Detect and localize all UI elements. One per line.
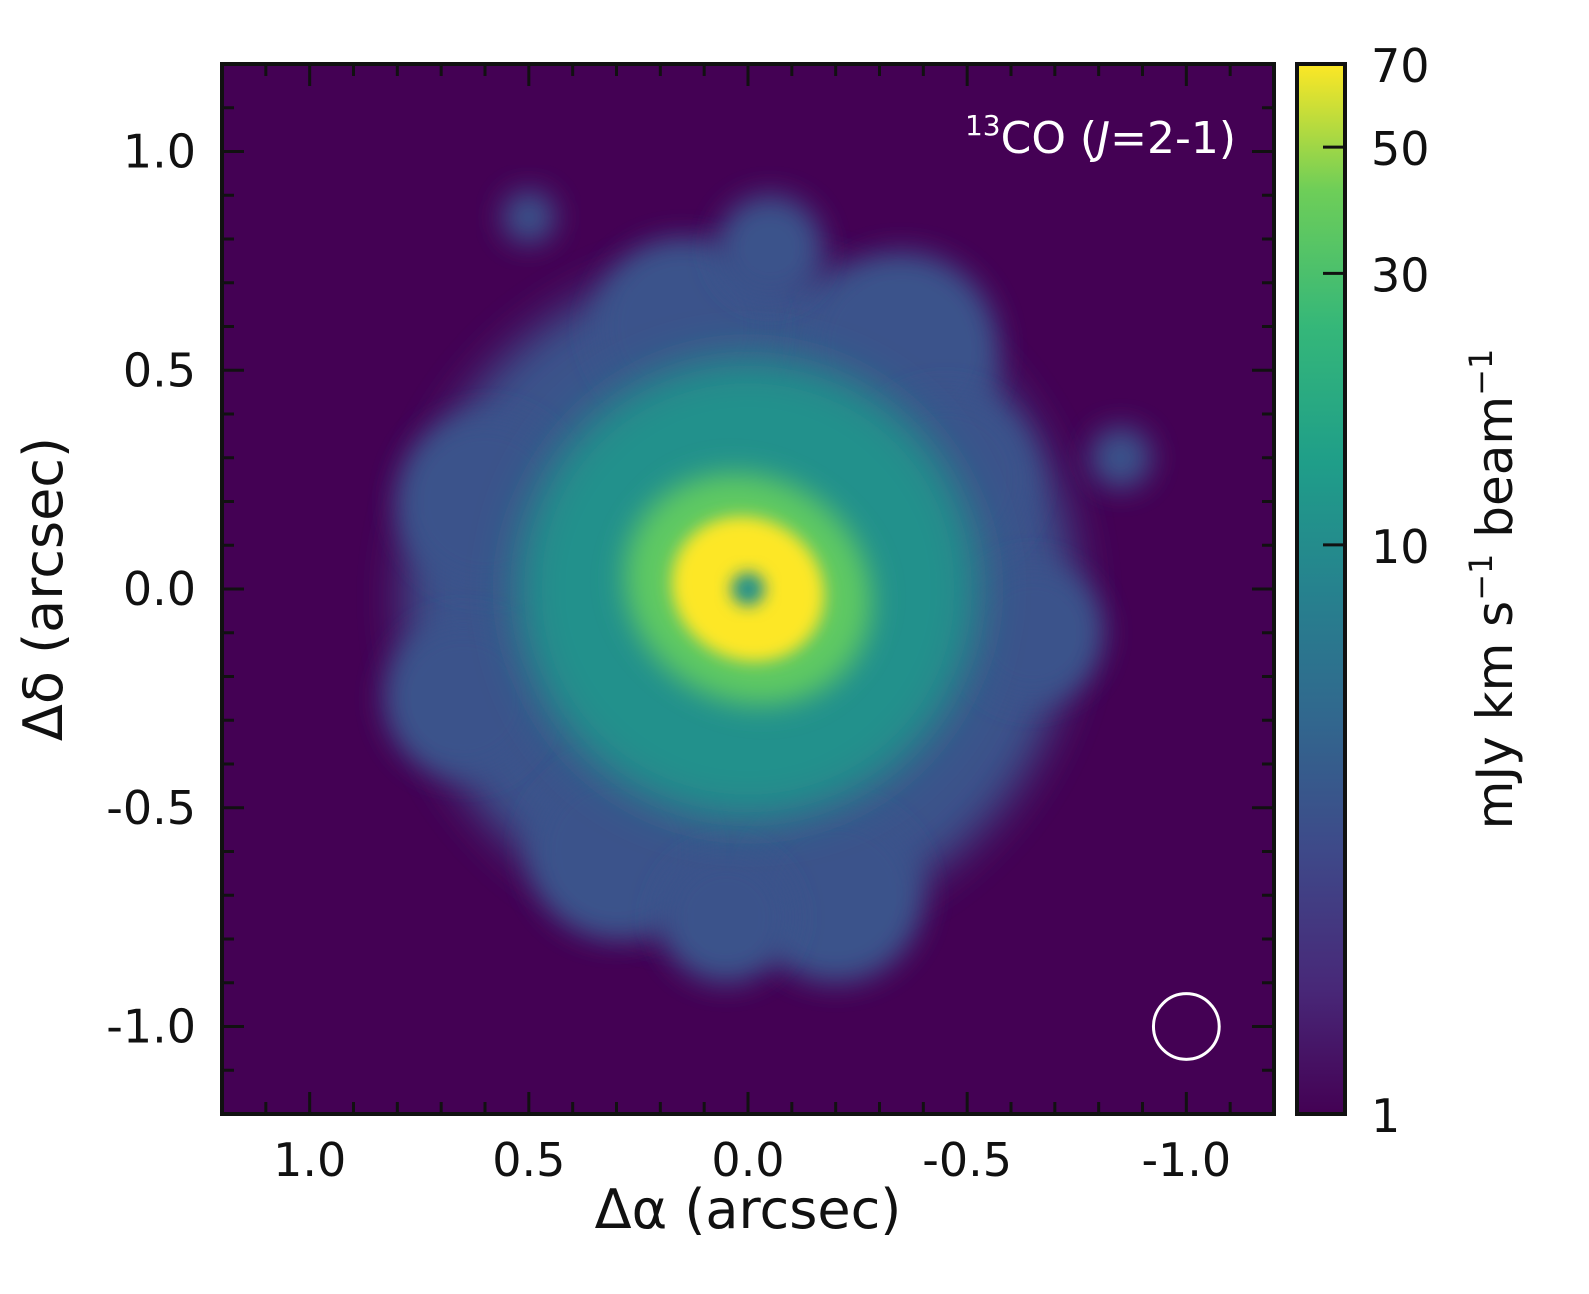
y-tick-label: -1.0 [106, 1000, 196, 1054]
panel-label: 13CO (J=2-1) [965, 109, 1236, 164]
emission-lobe [962, 562, 1104, 703]
colorbar-tick-label: 10 [1371, 520, 1430, 574]
colorbar-label-sup1: −1 [1462, 554, 1500, 601]
emission-lobe [1089, 427, 1152, 489]
beam-ellipse [1151, 992, 1221, 1061]
colorbar-label-sup2: −1 [1462, 349, 1500, 396]
panel-label-molecule: CO ( [1001, 113, 1098, 164]
y-tick-label: 0.0 [123, 562, 196, 616]
colorbar [1295, 62, 1347, 1116]
emission-lobe [384, 619, 542, 778]
emission-structure [384, 190, 1152, 983]
x-tick-label: 0.0 [711, 1133, 784, 1187]
emission-lobe [717, 195, 823, 301]
colorbar-tick-label: 1 [1371, 1089, 1400, 1143]
y-tick-label: -0.5 [106, 781, 196, 835]
y-tick-label: 1.0 [123, 125, 196, 179]
panel-label-transition: =2-1) [1110, 113, 1236, 164]
emission-lobe [502, 190, 556, 244]
y-tick-label: 0.5 [123, 343, 196, 397]
colorbar-label-units: mJy km s [1466, 601, 1524, 830]
axis-ticks: 1.0 0.5 0.0 -0.5 -1.0 1.0 0.5 0.0 -0.5 -1.0 [106, 62, 1276, 1187]
colorbar-label-beam: beam [1466, 396, 1524, 554]
emission-lobe [528, 763, 705, 940]
emission-lobe [748, 807, 924, 983]
colorbar-tick-label: 30 [1371, 248, 1430, 302]
panel-label-isotope: 13 [965, 109, 1001, 142]
emission-lobe [660, 851, 792, 983]
colorbar-tick-label: 70 [1371, 39, 1430, 93]
x-tick-label: 0.5 [492, 1133, 565, 1187]
x-axis-label: Δα (arcsec) [595, 1178, 902, 1241]
y-axis-label: Δδ (arcsec) [12, 437, 75, 741]
x-tick-label: -0.5 [922, 1133, 1012, 1187]
central-dip [731, 572, 765, 606]
x-tick-label: -1.0 [1141, 1133, 1231, 1187]
colorbar-label: mJy km s−1 beam−1 [1462, 349, 1524, 830]
x-tick-label: 1.0 [273, 1133, 346, 1187]
colorbar-tick-label: 50 [1371, 122, 1430, 176]
colorbar-ticks: 1 10 30 50 70 [1323, 39, 1430, 1143]
intensity-map [222, 64, 1274, 1114]
